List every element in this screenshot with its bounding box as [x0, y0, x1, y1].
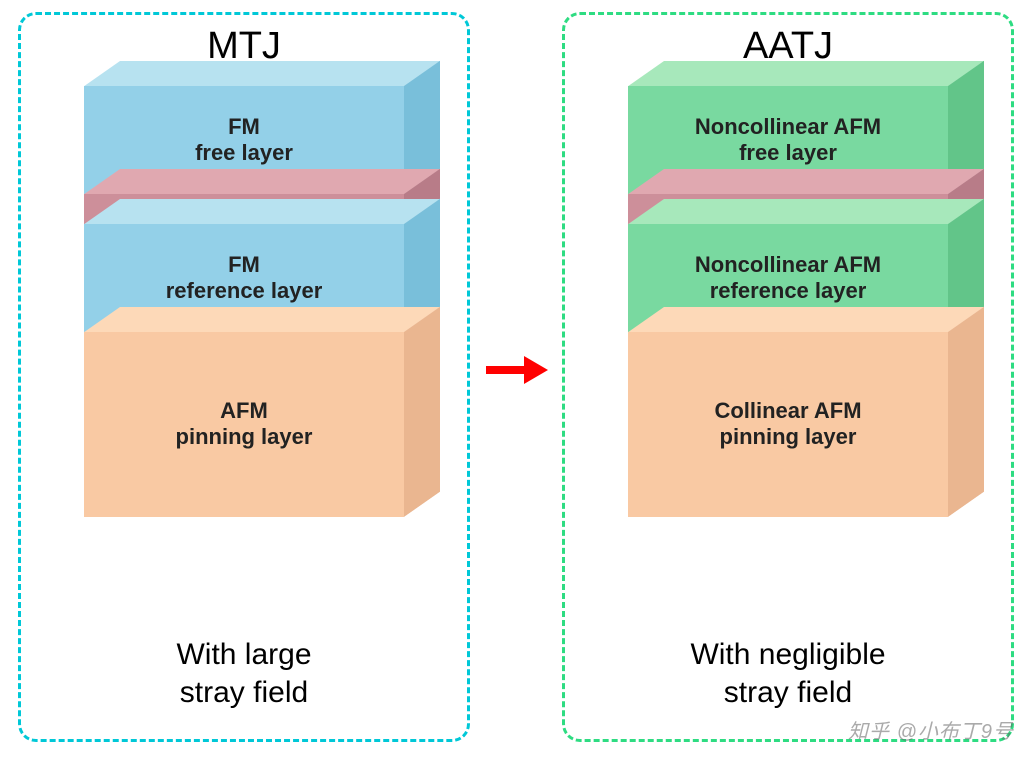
caption-left: With largestray field: [41, 636, 447, 711]
watermark: 知乎 @小布丁9号: [848, 715, 1014, 744]
stack-left: FMfree layerMgOFMreference layerAFMpinni…: [54, 76, 434, 626]
panel-mtj: MTJ FMfree layerMgOFMreference layerAFMp…: [18, 12, 470, 742]
panel-aatj: AATJ Noncollinear AFMfree layerMgONoncol…: [562, 12, 1014, 742]
arrow-icon: [484, 350, 548, 390]
caption-right: With negligiblestray field: [585, 636, 991, 711]
stack-right: Noncollinear AFMfree layerMgONoncollinea…: [598, 76, 978, 626]
